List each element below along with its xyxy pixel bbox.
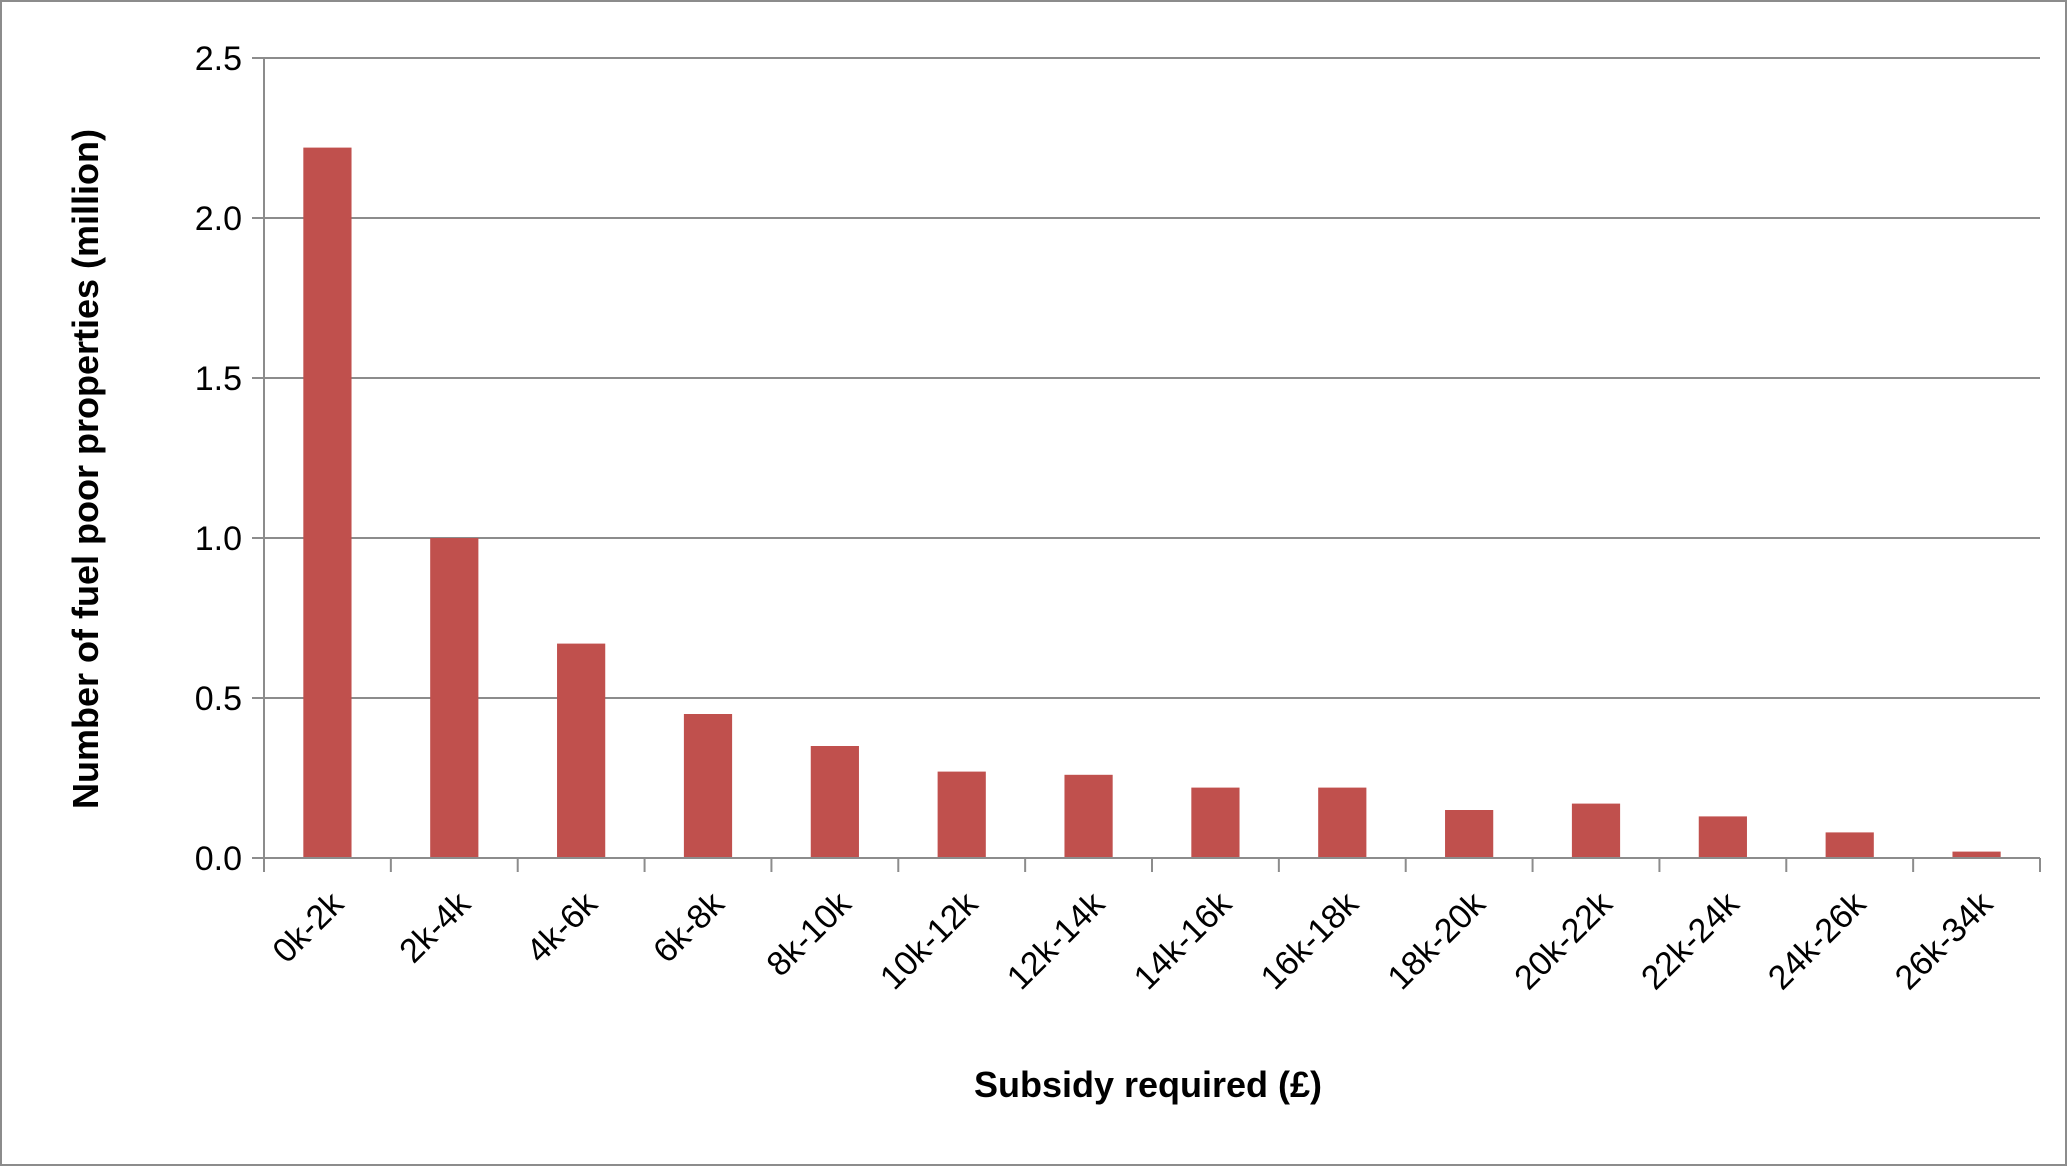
y-tick-label: 2.0 xyxy=(195,200,242,238)
x-tick-label: 14k-16k xyxy=(1127,884,1240,997)
y-tick-label: 1.5 xyxy=(195,360,242,398)
x-tick-label: 20k-22k xyxy=(1507,884,1620,997)
bar-6k-8k xyxy=(683,714,733,858)
bar-20k-22k xyxy=(1571,803,1621,858)
bar-12k-14k xyxy=(1064,774,1113,858)
bar-10k-12k xyxy=(937,771,986,858)
bars xyxy=(303,147,2001,859)
bar-26k-34k xyxy=(1952,851,2001,858)
x-tick-label: 2k-4k xyxy=(392,884,478,970)
y-axis-title: Number of fuel poor properties (million) xyxy=(65,129,106,809)
bar-18k-20k xyxy=(1445,810,1494,858)
y-tick-label: 1.0 xyxy=(195,520,242,558)
x-tick-label: 16k-18k xyxy=(1254,884,1367,997)
x-tick-label: 4k-6k xyxy=(519,884,605,970)
axes xyxy=(252,57,2041,872)
x-tick-label: 24k-26k xyxy=(1761,884,1874,997)
x-tick-label: 6k-8k xyxy=(646,884,732,970)
x-tick-label: 0k-2k xyxy=(265,884,351,970)
gridlines xyxy=(264,57,2040,699)
x-axis-title: Subsidy required (£) xyxy=(974,1064,1322,1105)
x-tick-label: 10k-12k xyxy=(873,884,986,997)
x-tick-label: 22k-24k xyxy=(1634,884,1747,997)
y-tick-label: 0.5 xyxy=(195,680,242,718)
bar-14k-16k xyxy=(1191,787,1240,858)
y-tick-label: 2.5 xyxy=(195,40,242,78)
y-tick-labels: 0.0 0.5 1.0 1.5 2.0 2.5 xyxy=(195,40,242,878)
x-tick-label: 8k-10k xyxy=(759,884,859,984)
x-tick-label: 18k-20k xyxy=(1380,884,1493,997)
bar-4k-6k xyxy=(557,643,606,858)
bar-16k-18k xyxy=(1318,787,1367,858)
y-tick-label: 0.0 xyxy=(195,840,242,878)
bar-2k-4k xyxy=(430,538,479,858)
bar-0k-2k xyxy=(303,147,352,859)
bar-22k-24k xyxy=(1698,816,1747,858)
bar-8k-10k xyxy=(810,746,859,858)
x-tick-label: 26k-34k xyxy=(1888,884,2001,997)
x-tick-labels: 0k-2k 2k-4k 4k-6k 6k-8k 8k-10k 10k-12k 12k-14k… xyxy=(265,884,2001,997)
x-tick-label: 12k-14k xyxy=(1000,884,1113,997)
bar-24k-26k xyxy=(1825,832,1874,858)
